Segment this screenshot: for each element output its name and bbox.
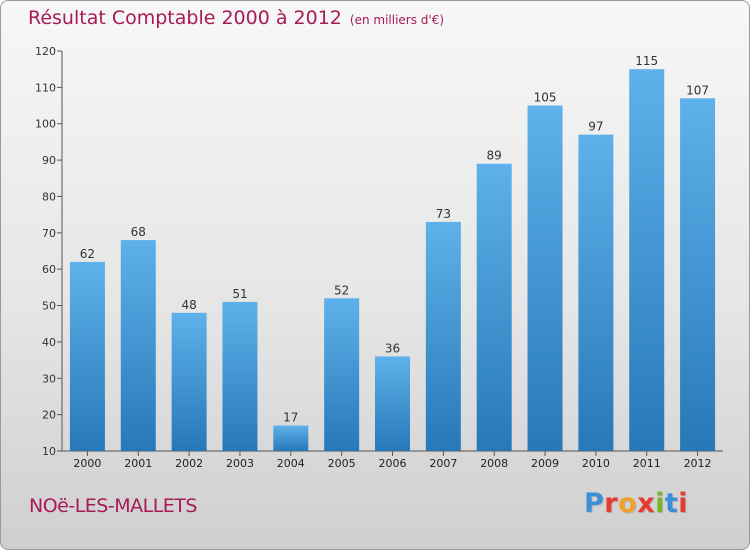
title-text: Résultat Comptable 2000 à 2012 (28, 7, 342, 29)
data-label-2012: 107 (686, 83, 709, 97)
y-tick-label: 10 (42, 445, 56, 458)
y-tick-label: 70 (42, 227, 56, 240)
x-tick-label-2009: 2009 (531, 457, 559, 470)
data-label-2004: 17 (283, 411, 298, 425)
data-label-2009: 105 (534, 91, 557, 105)
bar-2001 (120, 240, 156, 451)
bar-2003 (222, 301, 258, 451)
town-name: NOë-LES-MALLETS (29, 495, 197, 517)
x-tick-label-2012: 2012 (684, 457, 712, 470)
bar-2007 (425, 221, 461, 451)
chart-subtitle: (en milliers d'€) (349, 13, 445, 27)
x-tick-label-2007: 2007 (429, 457, 457, 470)
x-tick-label-2004: 2004 (277, 457, 305, 470)
logo-letter: r (604, 488, 619, 519)
x-tick-label-2010: 2010 (582, 457, 610, 470)
data-label-2003: 51 (232, 287, 247, 301)
data-label-2000: 62 (80, 247, 95, 261)
chart-title: Résultat Comptable 2000 à 2012 (en millie… (28, 7, 444, 29)
y-tick-label: 100 (35, 118, 56, 131)
y-tick-label: 110 (35, 81, 56, 94)
data-label-2011: 115 (635, 54, 658, 68)
logo-letter: x (637, 488, 656, 519)
x-tick-label-2003: 2003 (226, 457, 254, 470)
logo-letter: i (655, 488, 665, 519)
logo-letter: i (678, 488, 689, 519)
x-tick-label-2005: 2005 (328, 457, 356, 470)
data-label-2005: 52 (334, 283, 349, 297)
bar-2006 (375, 356, 410, 451)
bar-2000 (69, 261, 105, 451)
y-tick-label: 50 (42, 300, 56, 313)
x-tick-label-2001: 2001 (124, 457, 152, 470)
bar-2009 (527, 105, 563, 451)
y-tick-label: 30 (42, 372, 56, 385)
bar-2012 (680, 98, 716, 451)
x-tick-label-2000: 2000 (73, 457, 101, 470)
bars (69, 69, 716, 452)
bar-2011 (629, 69, 665, 451)
x-tick-label-2011: 2011 (633, 457, 661, 470)
logo-letter: o (618, 488, 638, 519)
data-label-2002: 48 (181, 298, 196, 312)
y-tick-label: 40 (42, 336, 56, 349)
y-tick-label: 20 (42, 409, 56, 422)
y-tick-label: 90 (42, 154, 56, 167)
bar-2004 (273, 425, 309, 451)
x-tick-label-2002: 2002 (175, 457, 203, 470)
data-label-2006: 36 (385, 341, 400, 355)
logo-letter: t (664, 488, 679, 519)
data-label-2008: 89 (487, 149, 502, 163)
y-tick-label: 60 (42, 263, 56, 276)
y-tick-label: 80 (42, 190, 56, 203)
logo-letter: P (584, 488, 605, 519)
data-label-2007: 73 (436, 207, 451, 221)
y-tick-label: 120 (35, 45, 56, 58)
data-label-2001: 68 (131, 225, 146, 239)
bar-2010 (578, 134, 614, 452)
x-tick-label-2006: 2006 (379, 457, 407, 470)
bar-2005 (324, 298, 360, 451)
bar-2008 (476, 163, 512, 451)
x-tick-label-2008: 2008 (480, 457, 508, 470)
proxiti-logo[interactable]: Proxiti (584, 488, 688, 519)
data-labels: 62 68 48 51 17 52 36 73 89 105 97 115 107 (80, 54, 709, 424)
data-label-2010: 97 (588, 120, 603, 134)
bar-2002 (171, 312, 207, 451)
